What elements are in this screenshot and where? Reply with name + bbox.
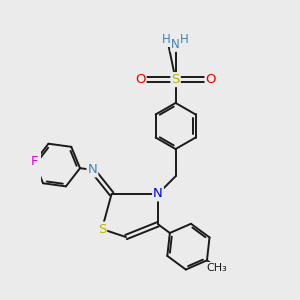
Text: N: N (171, 38, 180, 51)
Text: H: H (180, 33, 189, 46)
Text: CH₃: CH₃ (207, 263, 227, 273)
Text: O: O (206, 73, 216, 86)
Text: S: S (98, 223, 106, 236)
Text: F: F (31, 155, 38, 168)
Text: N: N (153, 187, 163, 200)
Text: O: O (135, 73, 146, 86)
Text: S: S (171, 73, 180, 86)
Text: N: N (88, 163, 97, 176)
Text: H: H (162, 33, 171, 46)
